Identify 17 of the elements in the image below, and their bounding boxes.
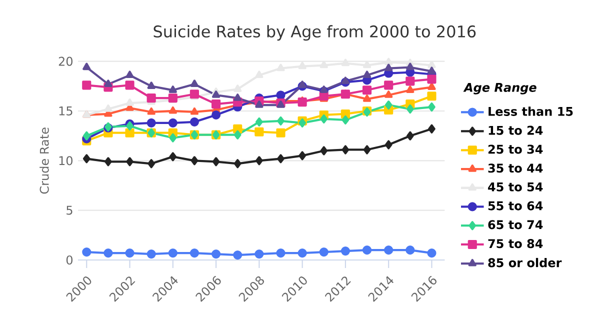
- y-tick-label: 15: [59, 106, 72, 116]
- legend-label: 15 to 24: [488, 126, 543, 135]
- legend-label: 55 to 64: [488, 201, 543, 210]
- legend-label: 75 to 84: [488, 239, 543, 248]
- legend-label: 85 or older: [488, 258, 562, 268]
- y-tick-label: 10: [59, 156, 72, 166]
- y-axis-title: Crude Rate: [40, 128, 49, 194]
- legend-label: 65 to 74: [488, 220, 543, 230]
- legend-label: 25 to 34: [488, 144, 543, 154]
- y-tick-label: 5: [66, 206, 72, 215]
- legend-label: 35 to 44: [488, 164, 543, 173]
- y-tick-label: 20: [58, 56, 72, 66]
- legend-title: Age Range: [463, 83, 536, 94]
- legend-label: 45 to 54: [488, 182, 543, 192]
- y-tick-label: 0: [66, 255, 72, 265]
- legend-label: Less than 15: [488, 106, 573, 116]
- chart-title: Suicide Rates by Age from 2000 to 2016: [154, 25, 476, 41]
